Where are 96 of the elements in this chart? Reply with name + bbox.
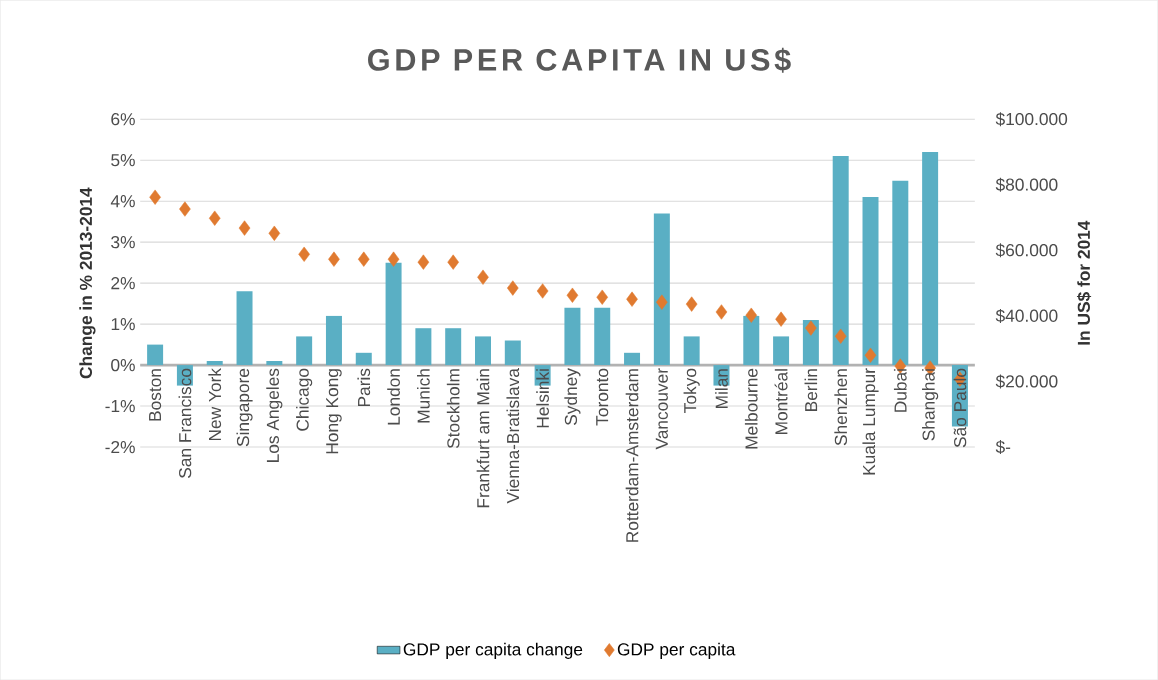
chart-title: GDP PER CAPITA IN US$ — [368, 47, 791, 73]
bar — [653, 213, 670, 365]
point — [626, 291, 638, 307]
point — [298, 246, 310, 262]
point — [536, 283, 549, 299]
bar — [504, 340, 521, 365]
point — [745, 307, 758, 323]
point — [268, 225, 281, 241]
point — [358, 251, 370, 267]
x-tick-label: Shenzhen — [834, 369, 848, 446]
legend-label: GDP per capita change — [403, 642, 583, 659]
bar — [147, 344, 164, 365]
point — [179, 201, 191, 217]
bar — [266, 360, 283, 365]
bar — [922, 151, 939, 365]
x-tick-label: Boston — [149, 369, 162, 421]
bar — [594, 307, 611, 365]
bar — [892, 180, 909, 365]
bar — [862, 196, 879, 365]
y-tick-label: 0% — [111, 358, 135, 372]
y2-tick-label: $40.000 — [995, 308, 1058, 323]
bar — [475, 336, 491, 365]
bar — [206, 360, 223, 365]
y-tick-label: 2% — [111, 276, 135, 290]
x-tick-label: New York — [208, 367, 222, 440]
x-tick-label: Kuala Lumpur — [862, 368, 879, 475]
x-tick-label: Munich — [417, 369, 430, 423]
point — [447, 254, 459, 270]
point — [328, 251, 340, 267]
bar — [296, 336, 313, 365]
y-tick-label: -1% — [105, 399, 135, 413]
y2-tick-label: $- — [995, 439, 1011, 454]
bar — [236, 291, 253, 365]
x-tick-label: Rotterdam-Amsterdam — [625, 369, 639, 542]
y-tick-label: 4% — [110, 195, 135, 208]
x-tick-label: Singapore — [236, 368, 253, 447]
x-tick-label: Montréal — [774, 369, 788, 434]
x-tick-label: Vancouver — [655, 368, 668, 450]
point — [387, 251, 400, 267]
point — [238, 220, 251, 236]
x-tick-label: Dubai — [893, 369, 907, 412]
x-tick-label: Milan — [715, 369, 728, 408]
x-tick-label: Shanghai — [922, 369, 939, 441]
bar — [325, 315, 342, 365]
x-tick-label: Paris — [357, 368, 371, 406]
bar — [564, 307, 581, 365]
bar — [445, 328, 462, 365]
x-tick-label: Chicago — [296, 368, 313, 431]
point — [834, 328, 847, 344]
y-tick-label: 6% — [111, 112, 135, 126]
x-tick-label: Frankfurt am Main — [476, 369, 490, 508]
y-tick-label: -2% — [105, 440, 135, 454]
point — [864, 347, 877, 363]
y2-tick-label: $100.000 — [995, 112, 1068, 127]
point — [596, 289, 608, 305]
x-tick-label: London — [387, 369, 400, 425]
point — [805, 320, 817, 336]
point — [685, 296, 698, 312]
bar — [832, 155, 849, 365]
bar — [415, 328, 432, 365]
y2-tick-label: $60.000 — [995, 243, 1058, 258]
y-tick-label: 1% — [111, 317, 135, 331]
point — [775, 311, 787, 327]
y-tick-label: 5% — [111, 153, 135, 167]
x-tick-label: Melbourne — [744, 368, 758, 449]
y-tick-label: 3% — [111, 235, 135, 249]
bar — [385, 262, 402, 365]
x-tick-label: Hong Kong — [326, 369, 342, 454]
x-tick-label: Toronto — [596, 368, 609, 426]
point — [656, 294, 668, 310]
bar — [683, 336, 700, 365]
legend-label: GDP per capita — [617, 642, 736, 659]
point — [149, 189, 161, 205]
x-tick-label: Vienna-Bratislava — [506, 367, 520, 504]
x-tick-label: Helsinki — [536, 369, 549, 428]
x-tick-label: Sydney — [564, 367, 581, 425]
x-tick-label: Stockholm — [446, 369, 460, 449]
point — [715, 304, 728, 320]
y-axis-title: Change in % 2013-2014 — [79, 187, 96, 379]
point — [566, 287, 579, 303]
x-tick-label: Tokyo — [683, 368, 700, 413]
x-tick-label: Berlin — [804, 369, 818, 411]
point — [417, 254, 430, 270]
point — [477, 269, 489, 285]
bar — [624, 352, 641, 365]
bar — [773, 336, 790, 365]
y2-axis-title: In US$ for 2014 — [1076, 220, 1092, 345]
bar — [355, 352, 372, 365]
y2-tick-label: $80.000 — [995, 177, 1058, 192]
x-tick-label: Los Angeles — [266, 368, 283, 462]
y2-tick-label: $20.000 — [995, 374, 1058, 389]
bar — [743, 315, 760, 365]
point — [208, 210, 221, 226]
point — [507, 280, 519, 296]
x-tick-label: São Paulo — [953, 368, 967, 448]
x-tick-label: San Francisco — [178, 368, 192, 478]
